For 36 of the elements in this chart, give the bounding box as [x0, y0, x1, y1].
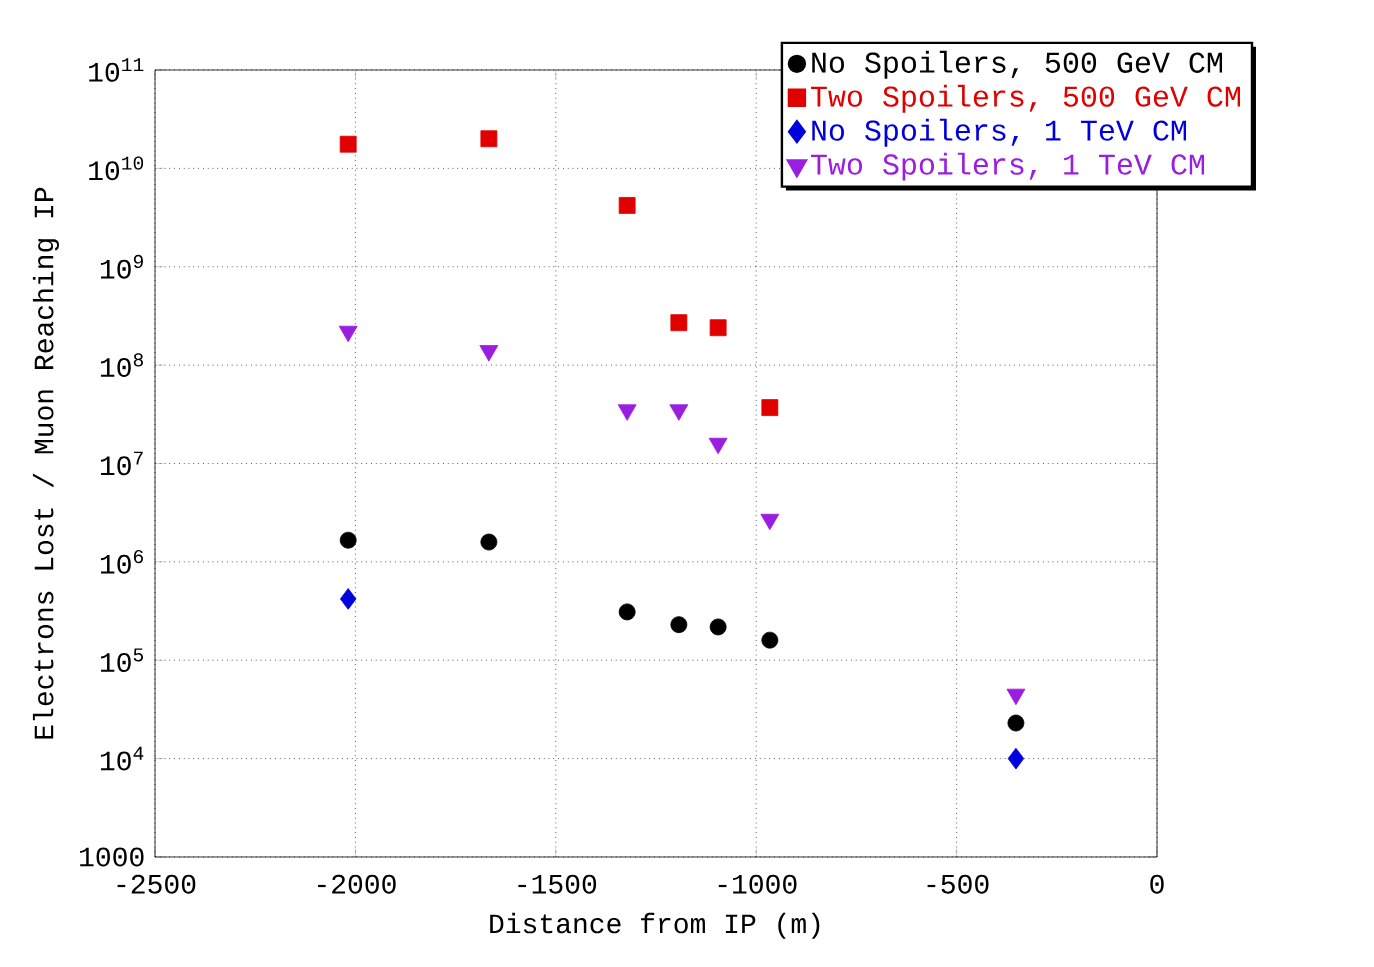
legend-label: No Spoilers, 500 GeV CM	[812, 50, 1223, 79]
legend-label: No Spoilers, 1 TeV CM	[812, 118, 1187, 147]
point	[761, 631, 779, 649]
legend-label: Two Spoilers, 1 TeV CM	[811, 152, 1205, 181]
point	[618, 603, 636, 621]
point	[670, 616, 688, 634]
x-tick-label: 0	[1150, 874, 1164, 894]
point	[670, 314, 688, 332]
y-tick-label: 10$^{6}$	[100, 549, 143, 574]
point	[618, 197, 636, 214]
y-tick-label: 10$^{11}$	[89, 58, 144, 82]
point	[709, 618, 727, 636]
x-tick-label: -1000	[718, 874, 797, 894]
y-axis-title: Electrons Lost / Muon Reaching IP	[32, 187, 59, 739]
x-axis-title: Distance from IP (m)	[490, 912, 820, 939]
x-tick-label: -2000	[317, 874, 396, 894]
y-tick-label: 1000	[80, 847, 144, 867]
y-tick-label: 10$^{10}$	[89, 156, 144, 181]
x-tick-label: -1500	[518, 874, 597, 894]
point	[709, 319, 727, 337]
point	[761, 399, 779, 416]
y-tick-label: 10$^{8}$	[100, 353, 143, 378]
legend-label: Two Spoilers, 500 GeV CM	[811, 84, 1241, 113]
y-tick-label: 10$^{5}$	[100, 648, 144, 673]
point	[480, 130, 498, 148]
y-tick-label: 10$^{7}$	[100, 451, 143, 476]
point	[1007, 747, 1025, 770]
y-tick-label: 10$^{9}$	[100, 254, 143, 279]
y-tick-label: 10$^{4}$	[100, 746, 144, 771]
point	[340, 588, 357, 610]
point	[480, 533, 498, 551]
point	[339, 531, 357, 549]
point	[1007, 714, 1025, 732]
x-tick-label: -500	[927, 874, 989, 894]
x-tick-label: -2500	[117, 874, 196, 894]
point	[339, 135, 357, 153]
